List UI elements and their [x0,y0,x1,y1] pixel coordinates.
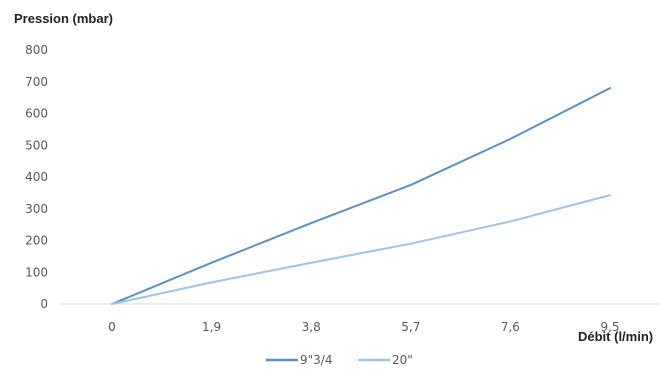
y-tick-label: 600 [25,107,48,121]
x-axis-title: Débit (l/min) [578,329,653,344]
x-tick-label: 5,7 [401,320,420,334]
x-tick-label: 3,8 [302,320,321,334]
series-line-1 [111,87,611,305]
y-tick-label: 500 [25,138,48,152]
x-tick-labels: 0 1,9 3,8 5,7 7,6 9,5 [108,320,619,334]
y-tick-label: 200 [25,234,48,248]
y-tick-label: 100 [25,265,48,279]
legend: 9"3/4 20" [266,353,413,367]
legend-label-2: 20" [392,353,413,367]
x-tick-label: 0 [108,320,116,334]
series-group [111,87,611,305]
y-axis-title: Pression (mbar) [14,11,113,26]
x-tick-label: 9,5 [600,320,619,334]
y-tick-label: 400 [25,170,48,184]
series-line-2 [111,194,611,305]
y-tick-label: 800 [25,43,48,57]
y-tick-labels: 0 100 200 300 400 500 600 700 800 [25,43,48,311]
legend-label-1: 9"3/4 [300,353,332,367]
y-tick-label: 300 [25,202,48,216]
x-tick-label: 1,9 [202,320,221,334]
y-tick-label: 700 [25,75,48,89]
x-tick-label: 7,6 [501,320,520,334]
y-tick-label: 0 [40,297,48,311]
